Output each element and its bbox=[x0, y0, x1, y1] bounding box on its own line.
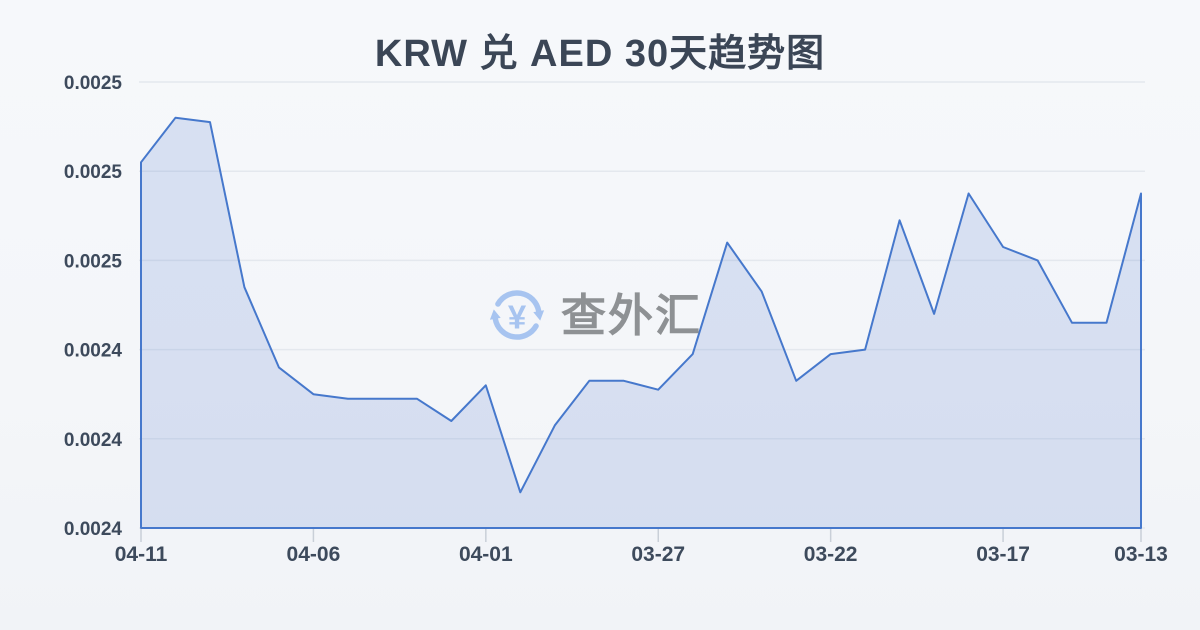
y-axis-label: 0.0024 bbox=[64, 430, 123, 451]
page-title: KRW 兑 AED 30天趋势图 bbox=[374, 33, 826, 75]
y-axis-label: 0.0024 bbox=[64, 519, 123, 540]
y-axis-label: 0.0025 bbox=[64, 162, 123, 183]
x-axis-label: 03-13 bbox=[1114, 543, 1168, 566]
x-axis-label: 03-27 bbox=[631, 543, 685, 566]
x-axis-label: 03-22 bbox=[804, 543, 858, 566]
y-axis-label: 0.0024 bbox=[64, 341, 123, 362]
x-axis-label: 04-01 bbox=[459, 543, 513, 566]
x-axis-label: 04-06 bbox=[287, 543, 341, 566]
x-axis-label: 04-11 bbox=[115, 543, 168, 566]
price-area-series bbox=[140, 116, 1142, 529]
y-axis-label: 0.0025 bbox=[64, 73, 123, 94]
y-axis-label: 0.0025 bbox=[64, 251, 123, 272]
x-axis-label: 03-17 bbox=[976, 543, 1030, 566]
